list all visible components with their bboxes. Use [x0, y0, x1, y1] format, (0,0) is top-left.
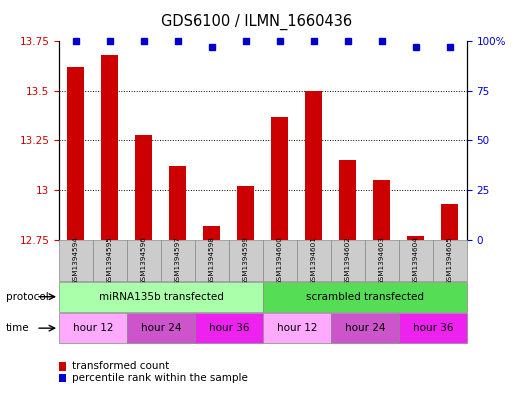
- Text: GSM1394599: GSM1394599: [243, 236, 249, 285]
- Text: GSM1394596: GSM1394596: [141, 236, 147, 285]
- Text: GSM1394605: GSM1394605: [447, 236, 453, 285]
- Text: GSM1394604: GSM1394604: [413, 236, 419, 285]
- Bar: [263, 240, 297, 281]
- Text: GSM1394597: GSM1394597: [175, 236, 181, 285]
- Text: hour 12: hour 12: [73, 323, 113, 333]
- Bar: [263, 282, 467, 312]
- Bar: [161, 240, 195, 281]
- Text: hour 24: hour 24: [141, 323, 181, 333]
- Bar: [93, 240, 127, 281]
- Text: transformed count: transformed count: [72, 361, 169, 371]
- Bar: [169, 166, 186, 240]
- Bar: [365, 240, 399, 281]
- Bar: [59, 282, 263, 312]
- Text: time: time: [6, 323, 30, 333]
- Text: GSM1394595: GSM1394595: [107, 236, 113, 285]
- Bar: [399, 240, 433, 281]
- Text: protocol: protocol: [6, 292, 49, 302]
- Bar: [127, 240, 161, 281]
- Text: GSM1394598: GSM1394598: [209, 236, 215, 285]
- Text: GSM1394594: GSM1394594: [73, 236, 79, 285]
- Bar: [68, 67, 85, 240]
- Text: GSM1394601: GSM1394601: [311, 236, 317, 285]
- Bar: [441, 204, 458, 240]
- Bar: [102, 55, 119, 240]
- Bar: [340, 160, 357, 240]
- Bar: [59, 313, 127, 343]
- Bar: [297, 240, 331, 281]
- Text: GSM1394602: GSM1394602: [345, 236, 351, 285]
- Text: hour 24: hour 24: [345, 323, 385, 333]
- Text: hour 36: hour 36: [209, 323, 249, 333]
- Text: miRNA135b transfected: miRNA135b transfected: [98, 292, 223, 302]
- Bar: [305, 91, 322, 240]
- Text: hour 12: hour 12: [277, 323, 317, 333]
- Text: GSM1394603: GSM1394603: [379, 236, 385, 285]
- Text: percentile rank within the sample: percentile rank within the sample: [72, 373, 248, 383]
- Bar: [135, 134, 152, 240]
- Bar: [263, 313, 331, 343]
- Text: GDS6100 / ILMN_1660436: GDS6100 / ILMN_1660436: [161, 14, 352, 30]
- Text: scrambled transfected: scrambled transfected: [306, 292, 424, 302]
- Bar: [238, 186, 254, 240]
- Bar: [373, 180, 390, 240]
- Bar: [229, 240, 263, 281]
- Bar: [331, 240, 365, 281]
- Text: GSM1394600: GSM1394600: [277, 236, 283, 285]
- Bar: [399, 313, 467, 343]
- Bar: [59, 240, 93, 281]
- Bar: [331, 313, 399, 343]
- Bar: [407, 236, 424, 240]
- Bar: [433, 240, 467, 281]
- Bar: [195, 240, 229, 281]
- Bar: [271, 117, 288, 240]
- Bar: [127, 313, 195, 343]
- Bar: [204, 226, 221, 240]
- Bar: [195, 313, 263, 343]
- Text: hour 36: hour 36: [412, 323, 453, 333]
